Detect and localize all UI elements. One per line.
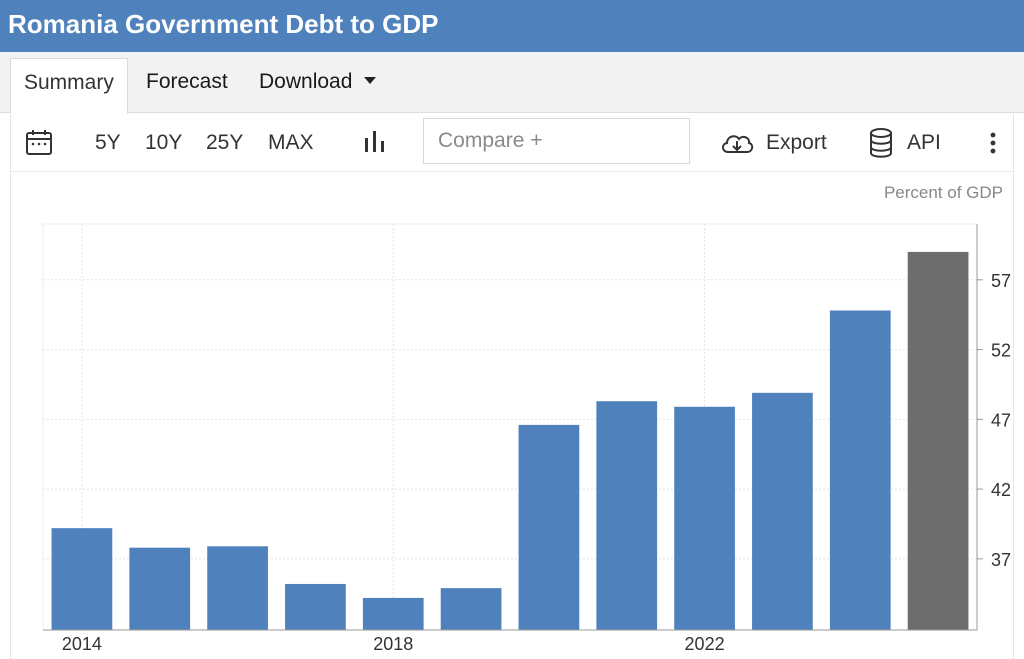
bar-2021[interactable] <box>596 401 658 630</box>
x-tick-label: 2022 <box>685 634 725 654</box>
bar-2019[interactable] <box>440 588 502 630</box>
bar-2014[interactable] <box>51 528 113 630</box>
bar-2018[interactable] <box>362 597 424 630</box>
tab-forecast[interactable]: Forecast <box>146 70 228 93</box>
bar-2024[interactable] <box>829 310 891 630</box>
export-button[interactable]: Export <box>766 131 827 154</box>
calendar-icon[interactable] <box>25 128 53 161</box>
page-title: Romania Government Debt to GDP <box>0 0 1024 52</box>
y-tick-label: 57 <box>991 271 1011 291</box>
bar-chart: 37 42 47 52 57 2014 2018 2022 <box>42 223 1011 654</box>
database-icon[interactable] <box>869 128 893 163</box>
tab-bar: Summary Forecast Download <box>0 52 1024 114</box>
tab-download-label: Download <box>259 70 353 93</box>
chart-area: Percent of GDP 37 42 47 52 57 2014 2018 2022 <box>10 172 1014 659</box>
compare-input[interactable] <box>423 118 690 164</box>
y-tick-label: 42 <box>991 480 1011 500</box>
range-25y-button[interactable]: 25Y <box>206 131 244 154</box>
bar-2015[interactable] <box>129 547 191 630</box>
y-tick-label: 47 <box>991 410 1011 430</box>
api-button[interactable]: API <box>907 131 941 154</box>
chart-toolbar: 5Y 10Y 25Y MAX Export API <box>10 114 1014 172</box>
bar-chart-icon[interactable] <box>363 129 387 160</box>
y-tick-label: 52 <box>991 341 1011 361</box>
caret-down-icon <box>364 76 377 84</box>
bar-2023[interactable] <box>752 392 813 630</box>
x-tick-label: 2014 <box>62 634 102 654</box>
range-10y-button[interactable]: 10Y <box>145 131 183 154</box>
bar-2020[interactable] <box>518 424 580 630</box>
range-max-button[interactable]: MAX <box>268 131 314 154</box>
cloud-download-icon[interactable] <box>719 130 755 161</box>
bar-2022[interactable] <box>674 406 735 630</box>
bar-2025[interactable] <box>907 251 969 630</box>
range-5y-button[interactable]: 5Y <box>95 131 121 154</box>
more-vertical-icon[interactable] <box>989 131 997 160</box>
tab-summary[interactable]: Summary <box>10 58 128 114</box>
x-tick-label: 2018 <box>373 634 413 654</box>
tab-download[interactable]: Download <box>259 58 377 114</box>
y-tick-label: 37 <box>991 550 1011 570</box>
bar-2016[interactable] <box>207 546 268 630</box>
unit-label: Percent of GDP <box>883 183 1003 202</box>
bar-2017[interactable] <box>285 583 346 630</box>
